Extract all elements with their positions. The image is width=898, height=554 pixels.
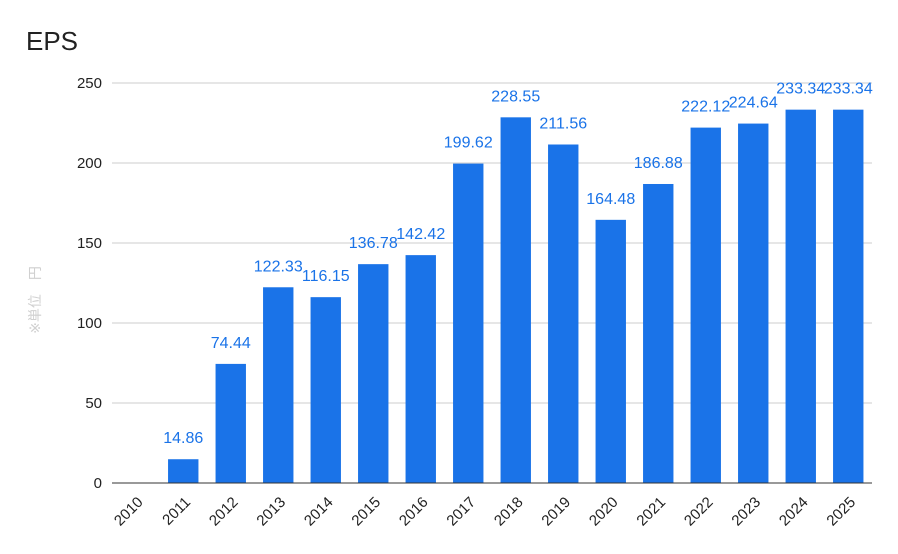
x-tick-label: 2014: [301, 494, 337, 530]
x-tick-label: 2019: [538, 494, 574, 530]
bar-2024: [785, 109, 816, 483]
x-tick-label: 2022: [681, 494, 717, 530]
bar-2023: [738, 123, 769, 484]
data-label-2013: 122.33: [254, 258, 303, 275]
y-tick-label: 250: [77, 75, 102, 92]
bar-2016: [405, 255, 436, 483]
x-tick-label: 2015: [348, 494, 384, 530]
x-tick-label: 2017: [443, 494, 479, 530]
bar-2015: [358, 264, 389, 483]
bar-2025: [833, 109, 864, 483]
bar-2020: [595, 219, 626, 483]
x-tick-label: 2010: [111, 494, 147, 530]
y-tick-label: 150: [77, 235, 102, 252]
x-tick-label: 2011: [159, 494, 194, 529]
x-tick-label: 2020: [586, 494, 622, 530]
bar-2013: [263, 287, 294, 483]
x-tick-label: 2024: [776, 494, 812, 530]
x-tick-label: 2016: [396, 494, 432, 530]
data-label-2021: 186.88: [634, 155, 683, 172]
x-tick-label: 2018: [491, 494, 527, 530]
y-tick-label: 100: [77, 315, 102, 332]
bar-2014: [310, 297, 341, 483]
bar-2011: [168, 459, 199, 483]
x-tick-label: 2025: [823, 494, 859, 530]
bars: [168, 109, 864, 484]
bar-2017: [453, 163, 484, 483]
data-label-2015: 136.78: [349, 235, 398, 252]
bar-2012: [215, 363, 246, 483]
bar-2021: [643, 183, 674, 483]
data-label-2016: 142.42: [396, 226, 445, 243]
y-tick-label: 50: [85, 395, 102, 412]
bar-2019: [548, 144, 579, 483]
x-tick-label: 2012: [206, 494, 242, 530]
data-label-2011: 14.86: [163, 430, 203, 447]
data-label-2019: 211.56: [539, 116, 587, 133]
data-label-2023: 224.64: [729, 95, 778, 112]
y-axis-label: ※単位 円: [27, 266, 43, 334]
bar-2022: [690, 127, 721, 483]
chart-title: EPS: [26, 26, 78, 56]
data-label-2014: 116.15: [302, 268, 350, 285]
data-label-2022: 222.12: [681, 99, 730, 116]
x-tick-label: 2023: [728, 494, 764, 530]
data-label-2020: 164.48: [586, 191, 635, 208]
y-tick-label: 200: [77, 155, 102, 172]
data-label-2018: 228.55: [491, 88, 540, 105]
y-tick-label: 0: [94, 475, 102, 492]
y-tick-labels: 0 50 100 150 200 250: [77, 75, 102, 492]
x-tick-labels: 2010 2011 2012 2013 2014 2015 2016 2017 2018 2019…: [111, 494, 859, 530]
data-label-2025: 233.34: [824, 81, 873, 98]
x-tick-label: 2021: [633, 494, 669, 530]
data-label-2012: 74.44: [211, 335, 251, 352]
bar-2018: [500, 117, 531, 483]
x-tick-label: 2013: [253, 494, 289, 530]
data-label-2024: 233.34: [776, 81, 825, 98]
data-label-2017: 199.62: [444, 135, 493, 152]
